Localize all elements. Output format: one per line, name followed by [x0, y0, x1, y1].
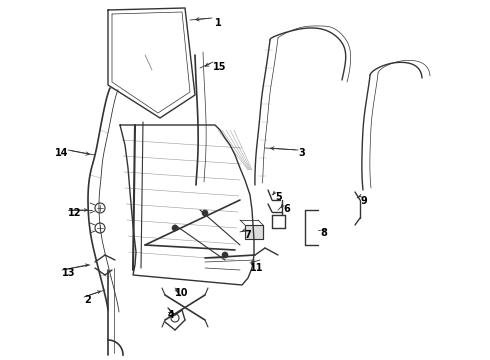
Text: 5: 5	[275, 192, 282, 202]
Circle shape	[202, 210, 208, 216]
Text: 11: 11	[250, 263, 264, 273]
Text: 3: 3	[298, 148, 305, 158]
Text: 7: 7	[244, 230, 251, 240]
Circle shape	[172, 225, 178, 231]
Text: 12: 12	[68, 208, 81, 218]
Text: 6: 6	[283, 204, 290, 214]
Text: 10: 10	[175, 288, 189, 298]
Text: 2: 2	[84, 295, 91, 305]
Circle shape	[222, 252, 228, 258]
Text: 13: 13	[62, 268, 75, 278]
Text: 9: 9	[360, 196, 367, 206]
Text: 8: 8	[320, 228, 327, 238]
Text: 4: 4	[168, 310, 175, 320]
Text: 1: 1	[215, 18, 222, 28]
Text: 15: 15	[213, 62, 226, 72]
Text: 14: 14	[55, 148, 69, 158]
Bar	[245, 225, 263, 239]
